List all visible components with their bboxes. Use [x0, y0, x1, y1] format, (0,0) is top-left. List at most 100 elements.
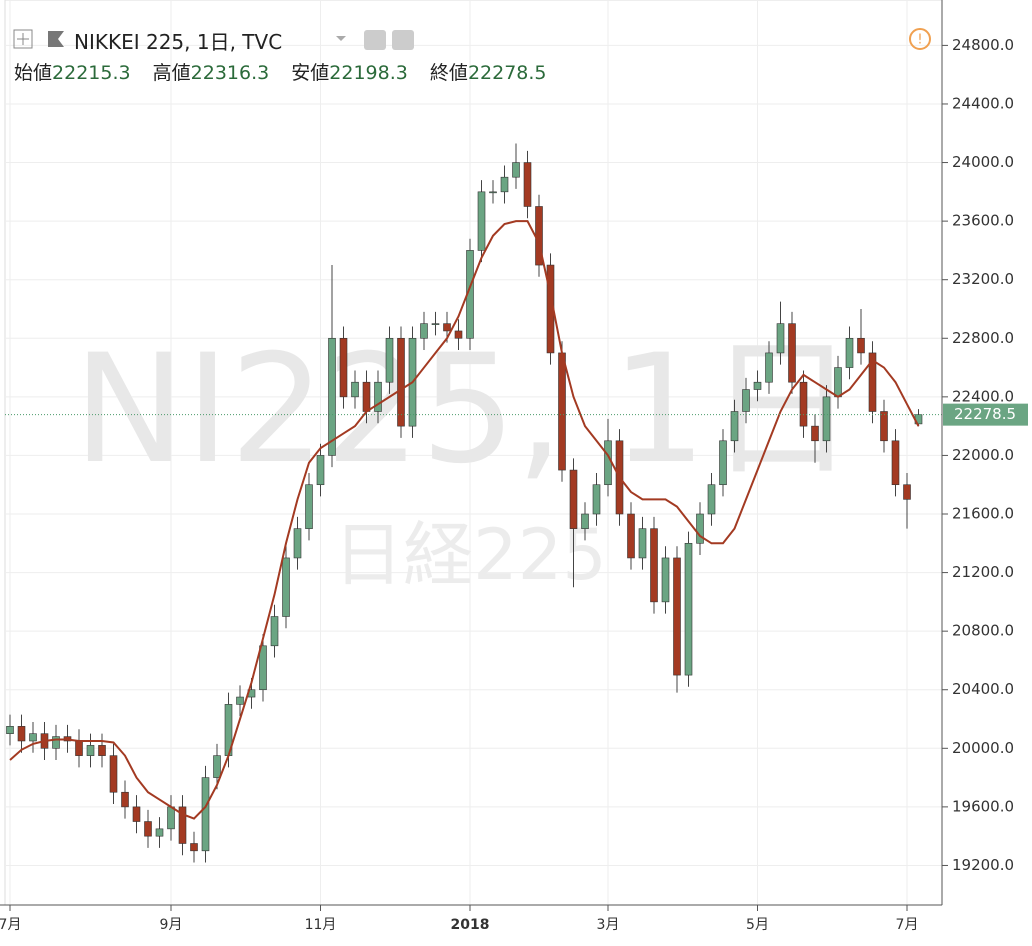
ohlc-row: 始値22215.3 高値22316.3 安値22198.3 終値22278.5: [14, 58, 563, 85]
candle-body: [673, 557, 681, 676]
close-label: 終値: [429, 62, 468, 84]
candle-body: [558, 352, 566, 471]
plot-area: [4, 0, 943, 906]
candle-body: [638, 528, 647, 559]
candle-body: [627, 513, 635, 559]
y-tick-label: 20000.0: [952, 739, 1014, 757]
candle-body: [121, 791, 129, 808]
candle-body: [765, 352, 773, 383]
symbol-title: NIKKEI 225, 1日, TVC: [74, 30, 283, 54]
x-tick-label: 3月: [597, 917, 620, 933]
candle-body: [178, 806, 187, 844]
y-tick-label: 22000.0: [952, 446, 1014, 464]
candle-body: [730, 411, 739, 442]
high-label: 高値: [152, 62, 191, 84]
candle-body: [454, 330, 463, 339]
candle-body: [834, 367, 842, 398]
candle-body: [845, 337, 854, 368]
candle-body: [707, 484, 716, 515]
y-tick-label: 22800.0: [952, 329, 1014, 347]
y-tick-label: 23200.0: [952, 270, 1014, 288]
candle-body: [397, 337, 405, 427]
last-price-tag: [943, 403, 1028, 426]
candle-body: [811, 425, 819, 442]
settings-button[interactable]: [392, 30, 414, 50]
x-tick-label: 7月: [0, 917, 21, 933]
candle-body: [213, 755, 221, 778]
candle-body: [374, 381, 382, 412]
candle-body: [75, 740, 83, 756]
low-value: 22198.3: [329, 62, 408, 84]
open-value: 22215.3: [52, 62, 131, 84]
candle-body: [328, 337, 336, 456]
candle-body: [604, 440, 612, 486]
expand-icon-plus: [17, 33, 29, 45]
candle-body: [385, 337, 394, 383]
candle-body: [489, 191, 497, 194]
candle-body: [500, 176, 509, 193]
y-tick-label: 24400.0: [952, 94, 1014, 112]
candle-body: [282, 557, 290, 617]
candle-body: [512, 162, 520, 178]
candle-body: [155, 828, 164, 837]
dropdown-arrow[interactable]: [336, 36, 346, 41]
candle-body: [799, 381, 808, 427]
candle-body: [661, 557, 670, 603]
y-tick-label: 23600.0: [952, 212, 1014, 230]
watermark: NI225, 1日: [73, 323, 857, 497]
candle-body: [891, 440, 900, 486]
candle-body: [880, 411, 888, 442]
candle-body: [259, 645, 267, 691]
candle-body: [431, 323, 440, 325]
candle-body: [523, 162, 532, 207]
candle-body: [351, 381, 359, 398]
symbol-flag: [48, 31, 64, 47]
moving-average: [9, 220, 920, 820]
y-tick-label: 22400.0: [952, 387, 1014, 405]
candle-body: [581, 513, 589, 529]
candle-body: [144, 821, 152, 837]
expand-icon[interactable]: [13, 29, 33, 49]
eye-button[interactable]: [364, 30, 386, 50]
x-tick-label: 5月: [746, 917, 769, 933]
candle-body: [86, 745, 95, 756]
alert-icon-mark: !: [917, 33, 922, 48]
alert-icon[interactable]: [909, 28, 931, 50]
low-label: 安値: [291, 62, 330, 84]
marks: [5, 143, 942, 863]
candle-body: [6, 726, 14, 734]
candle-body: [236, 696, 244, 705]
candle-body: [857, 337, 865, 354]
candle-body: [696, 513, 704, 544]
candle-body: [650, 528, 658, 603]
candle-body: [29, 733, 37, 742]
watermark-sub: 日経225: [333, 514, 607, 596]
candle-body: [362, 381, 371, 412]
candle-body: [719, 440, 727, 486]
candle-body: [443, 323, 451, 332]
candle-body: [98, 745, 106, 756]
x-tick-label: 9月: [160, 917, 183, 933]
candle-body: [316, 455, 325, 486]
candle-body: [592, 484, 601, 515]
last-price-label: 22278.5: [954, 405, 1016, 423]
candle-body: [17, 726, 26, 742]
grid: [5, 0, 942, 905]
high-value: 22316.3: [190, 62, 270, 84]
candle-body: [190, 843, 198, 852]
axes: 24800.0 24400.0 24000.0 23600.0 23200.0 22800…: [0, 36, 1028, 933]
candle-body: [822, 396, 831, 442]
y-tick-label: 24800.0: [952, 36, 1014, 54]
candle-body: [201, 777, 210, 852]
y-tick-label: 19200.0: [952, 856, 1014, 874]
candle-body: [868, 352, 877, 412]
candle-body: [132, 806, 141, 822]
x-tick-label: 11月: [305, 917, 337, 933]
candle-body: [305, 484, 313, 529]
y-tick-label: 20400.0: [952, 680, 1014, 698]
candle-body: [293, 528, 302, 559]
candle-body: [776, 323, 785, 354]
y-tick-label: 20800.0: [952, 622, 1014, 640]
